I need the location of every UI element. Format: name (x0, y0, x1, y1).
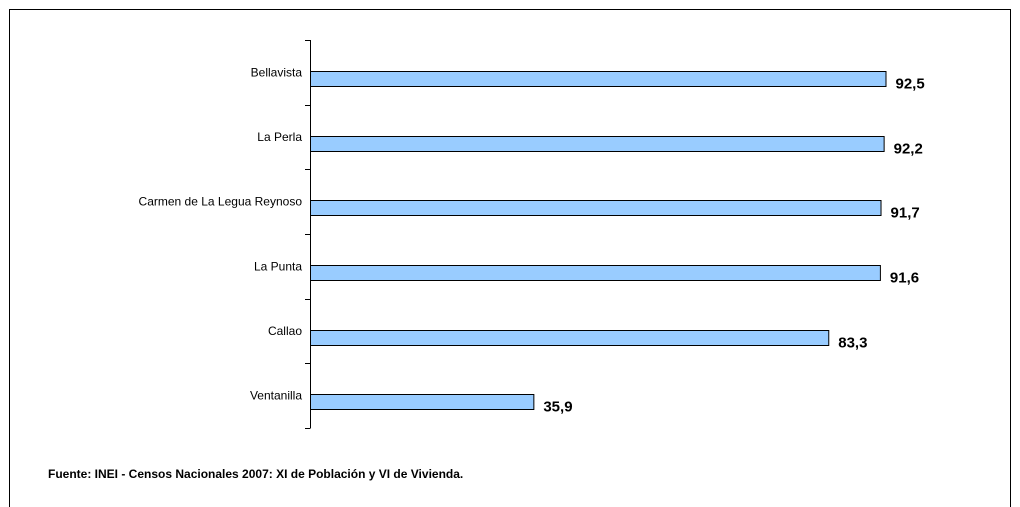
source-note: Fuente: INEI - Censos Nacionales 2007: X… (48, 467, 464, 481)
bar (310, 330, 830, 346)
category-label: La Perla (257, 130, 302, 144)
data-label: 35,9 (543, 399, 572, 416)
bar (310, 394, 535, 410)
bar (310, 136, 885, 152)
data-label: 92,5 (896, 76, 925, 93)
category-label: Bellavista (251, 65, 303, 79)
category-label: Callao (268, 324, 302, 338)
data-label: 92,2 (894, 141, 923, 158)
category-label: Ventanilla (250, 389, 302, 403)
bar (310, 71, 887, 87)
bar (310, 265, 881, 281)
category-label: La Punta (254, 259, 302, 273)
data-label: 83,3 (838, 335, 867, 352)
data-label: 91,7 (891, 205, 920, 222)
bar (310, 200, 882, 216)
chart-frame (9, 9, 1011, 507)
data-label: 91,6 (890, 270, 919, 287)
category-label: Carmen de La Legua Reynoso (139, 195, 303, 209)
